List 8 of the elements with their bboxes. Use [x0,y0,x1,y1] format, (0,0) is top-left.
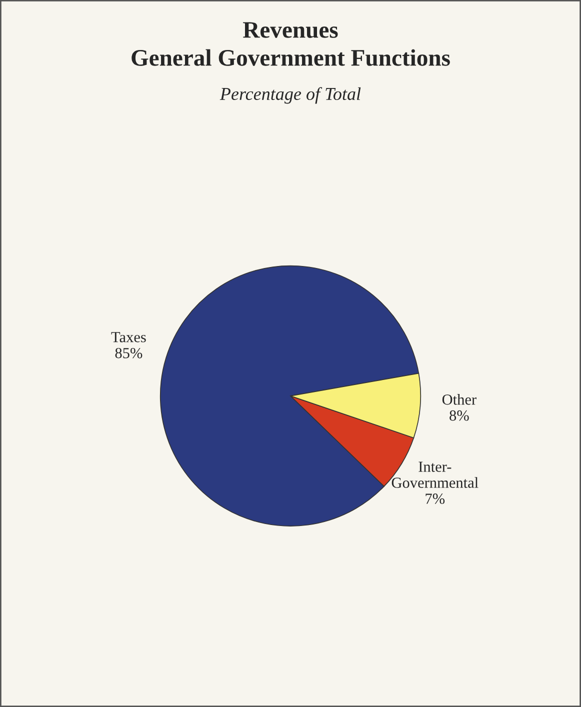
slice-label: Inter- Governmental [392,462,478,488]
data-label: 8% [450,410,469,421]
data-label: 7% [426,494,445,504]
slice-label: Other [442,394,476,405]
data-label: 85% [115,348,142,358]
chart-subtitle: Percentage of Total [220,87,361,104]
slice-label: Taxes [111,332,146,342]
chart-title: Revenues General Government Functions [132,22,450,66]
